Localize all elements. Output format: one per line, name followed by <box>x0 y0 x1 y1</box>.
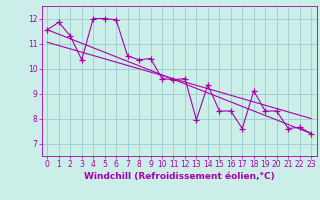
X-axis label: Windchill (Refroidissement éolien,°C): Windchill (Refroidissement éolien,°C) <box>84 172 275 181</box>
